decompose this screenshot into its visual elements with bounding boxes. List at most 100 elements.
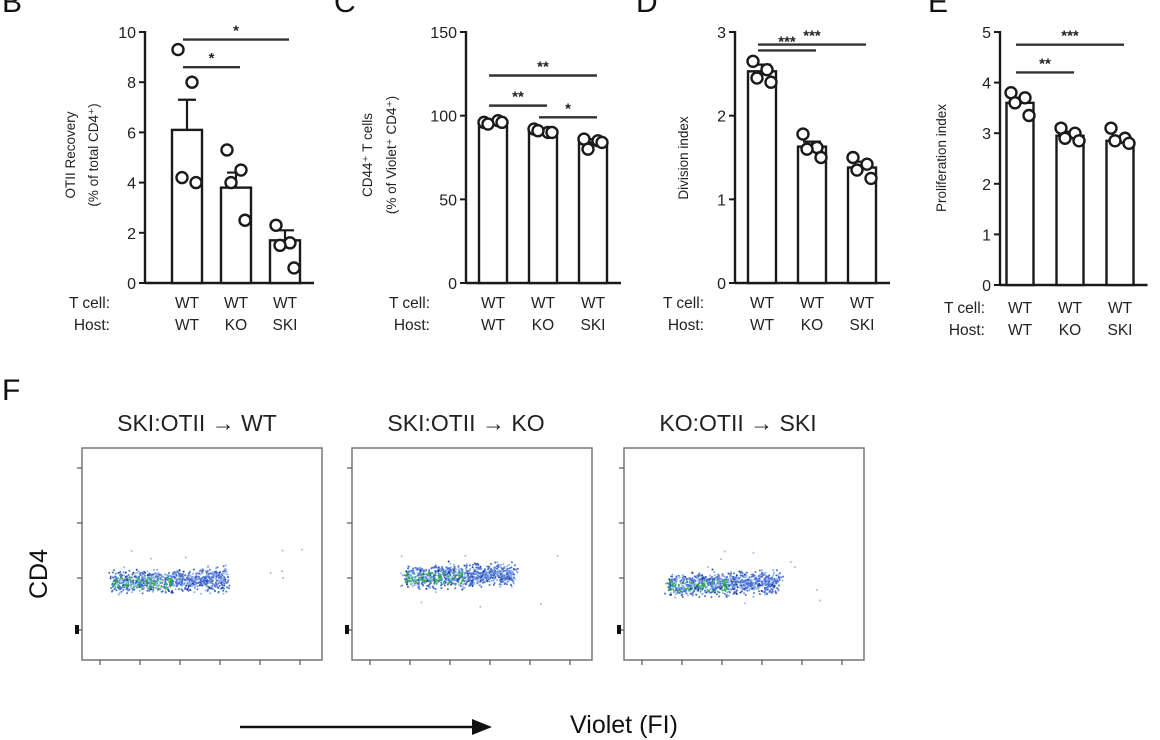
flow-event-dot [166, 579, 169, 581]
flow-event-dot [732, 588, 735, 590]
flow-event-dot [717, 583, 720, 586]
flow-event-dot [511, 579, 514, 582]
flow-event-dot [157, 578, 160, 581]
flow-event-dot [509, 578, 512, 581]
flow-event-dot [509, 583, 512, 586]
flow-event-dot [682, 585, 685, 588]
flow-event-dot [732, 592, 735, 595]
data-point [595, 135, 609, 150]
flow-event-dot [723, 583, 726, 585]
flow-event-dot [451, 576, 454, 579]
flow-event-dot [768, 583, 771, 586]
flow-event-dot [194, 585, 197, 588]
flow-event-dot [451, 577, 454, 580]
flow-event-dot [680, 587, 683, 590]
flow-event-dot [162, 575, 165, 578]
flow-event-dot [695, 593, 698, 596]
flow-event-dot [744, 586, 747, 589]
flow-event-dot [416, 571, 419, 574]
flow-event-dot [664, 592, 666, 595]
flow-event-dot [411, 585, 414, 588]
flow-event-dot [690, 581, 693, 584]
flow-event-dot [159, 587, 162, 590]
flow-event-dot [731, 582, 734, 585]
flow-event-dot [699, 578, 702, 581]
flow-event-dot [169, 579, 172, 582]
flow-event-dot [400, 555, 403, 558]
flow-event-dot [717, 580, 720, 583]
data-point [273, 238, 287, 253]
flow-event-dot [425, 587, 428, 590]
flow-event-dot [472, 563, 475, 566]
flow-event-dot [703, 578, 706, 581]
flow-event-dot [173, 584, 176, 587]
flow-event-dot [408, 573, 411, 576]
flow-event-dot [150, 573, 153, 576]
flow-event-dot [190, 578, 193, 581]
flow-events [399, 554, 559, 608]
flow-event-dot [716, 585, 719, 588]
flow-event-dot [762, 574, 765, 577]
flow-event-dot [224, 564, 227, 567]
flow-event-dot [494, 570, 497, 573]
flow-event-dot [697, 589, 700, 592]
flow-event-dot [775, 578, 777, 581]
flow-event-dot [681, 593, 684, 596]
flow-event-dot [418, 574, 421, 577]
flow-event-dot [479, 580, 482, 583]
flow-event-dot [109, 577, 112, 580]
flow-event-dot [746, 586, 749, 589]
flow-event-dot [469, 579, 472, 582]
flow-event-dot [282, 577, 285, 580]
flow-event-dot [135, 568, 138, 571]
flow-event-dot [410, 583, 413, 586]
flow-event-dot [737, 576, 740, 579]
flow-event-dot [478, 584, 481, 587]
significance-label: ** [537, 59, 549, 76]
flow-event-dot [181, 573, 184, 576]
flow-event-dot [188, 578, 191, 581]
flow-event-dot [742, 583, 745, 586]
flow-event-dot [760, 573, 763, 576]
flow-event-dot [179, 579, 182, 582]
flow-event-dot [137, 577, 140, 580]
flow-event-dot [407, 573, 410, 576]
flow-event-dot [501, 578, 503, 581]
flow-event-dot [464, 554, 467, 557]
flow-event-dot [111, 582, 114, 585]
flow-event-dot [737, 578, 740, 581]
flow-zero-marker [75, 625, 79, 634]
flow-event-dot [212, 573, 215, 576]
flow-event-dot [675, 580, 678, 583]
flow-event-dot [471, 566, 474, 569]
flow-event-dot [112, 576, 115, 579]
data-point [864, 171, 878, 186]
flow-event-dot [146, 576, 149, 579]
flow-event-dot [773, 585, 776, 588]
flow-event-dot [159, 588, 162, 591]
flow-event-dot [679, 592, 682, 594]
cd4-axis-label: CD4 [25, 549, 53, 599]
flow-event-dot [739, 586, 742, 589]
flow-event-dot [141, 587, 144, 589]
flow-event-dot [480, 585, 483, 588]
flow-event-dot [765, 586, 768, 589]
flow-event-dot [473, 583, 476, 586]
flow-event-dot [764, 571, 767, 574]
flow-event-dot [141, 578, 144, 581]
data-point [1072, 134, 1086, 148]
flow-event-dot [445, 578, 447, 580]
flow-event-dot [204, 589, 207, 592]
flow-event-dot [738, 584, 741, 587]
panel-label-c: C [334, 0, 356, 19]
flow-event-dot [175, 585, 178, 588]
flow-event-dot [487, 580, 490, 583]
category-tcell-label: WT [750, 295, 775, 312]
flow-event-dot [758, 569, 761, 572]
flow-event-dot [736, 580, 739, 583]
y-tick-label: 3 [717, 25, 726, 42]
flow-event-dot [700, 576, 703, 579]
flow-event-dot [722, 584, 725, 587]
flow-event-dot [448, 567, 450, 570]
flow-event-dot [490, 563, 492, 565]
